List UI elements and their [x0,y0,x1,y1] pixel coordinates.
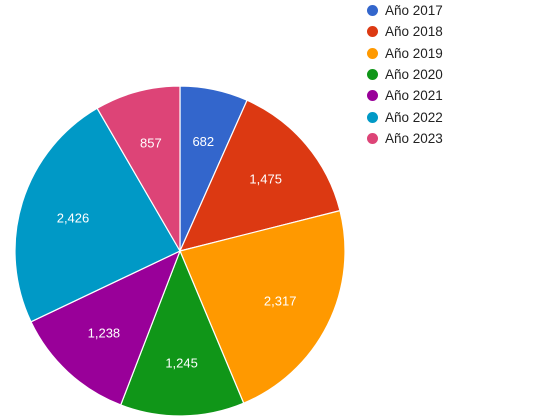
legend-swatch-1 [367,5,378,17]
legend: Año 2017 Año 2018 Año 2019 Año 2020 Año 2021… [367,0,443,149]
pie-slice-5 [30,249,182,406]
legend-swatch-5 [367,90,378,102]
legend-item-2: Año 2018 [367,21,443,42]
legend-swatch-3 [367,47,378,59]
legend-label-5: Año 2021 [385,88,443,104]
legend-item-6: Año 2022 [367,106,443,127]
legend-swatch-2 [367,26,378,38]
legend-label-4: Año 2020 [385,67,443,83]
slice-value-label-1: 682 [192,134,214,149]
slice-value-label-2: 1,475 [249,171,282,186]
pie-slices [14,85,346,416]
legend-label-3: Año 2019 [385,45,443,61]
slice-value-label-7: 857 [140,135,162,150]
slice-value-label-4: 1,245 [165,356,198,371]
legend-item-4: Año 2020 [367,64,443,85]
legend-label-1: Año 2017 [385,3,443,19]
legend-item-3: Año 2019 [367,43,443,64]
legend-item-1: Año 2017 [367,0,443,21]
legend-item-7: Año 2023 [367,128,443,149]
slice-value-label-5: 1,238 [88,326,121,341]
legend-item-5: Año 2021 [367,85,443,106]
pie-slice-6 [14,107,181,323]
pie-slice-3 [179,209,346,404]
pie-slice-7 [96,85,181,254]
slice-value-label-6: 2,426 [57,210,90,225]
legend-swatch-7 [367,132,378,144]
pie-slice-2 [178,99,341,252]
slice-value-label-3: 2,317 [264,294,297,309]
pie-slice-labels: 682 1,475 2,317 1,245 1,238 2,426 857 [57,134,297,371]
legend-label-6: Año 2022 [385,109,443,125]
legend-label-7: Año 2023 [385,130,443,146]
legend-label-2: Año 2018 [385,24,443,40]
legend-swatch-6 [367,111,378,123]
legend-swatch-4 [367,69,378,81]
